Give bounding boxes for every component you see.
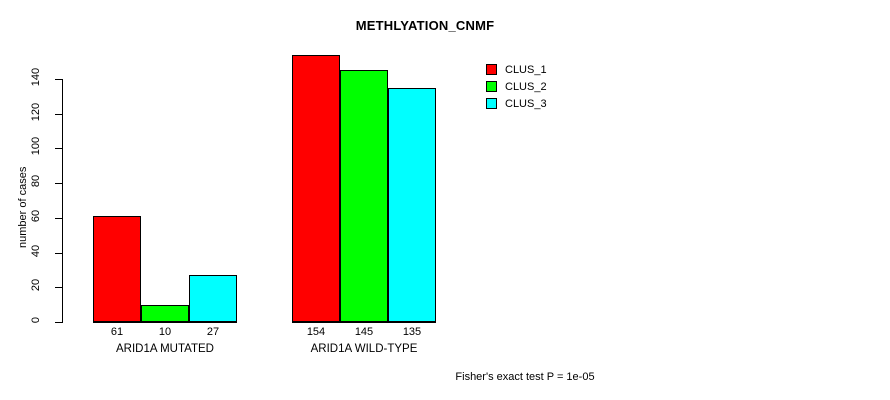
y-axis-tick [55, 113, 62, 115]
legend-item: CLUS_3 [486, 96, 547, 111]
bar [388, 87, 436, 322]
y-axis-label: number of cases [17, 166, 29, 248]
bar [93, 216, 141, 322]
legend-label-clus-2: CLUS_2 [505, 80, 547, 93]
legend-item: CLUS_2 [486, 79, 547, 94]
bar [141, 304, 189, 322]
legend-swatch-clus-3 [486, 98, 497, 109]
legend-label-clus-3: CLUS_3 [505, 97, 547, 110]
y-axis-tick [55, 79, 62, 80]
bar-value-label: 27 [206, 326, 220, 338]
y-axis-tick-label: 120 [30, 102, 42, 121]
category-baseline [292, 322, 436, 323]
y-axis-tick [55, 287, 62, 289]
statistical-test-annotation: Fisher's exact test P = 1e-05 [455, 371, 595, 383]
legend-swatch-clus-1 [486, 64, 497, 75]
y-axis-tick [55, 217, 62, 219]
legend-label-clus-1: CLUS_1 [505, 63, 547, 76]
y-axis-tick-label: 0 [30, 316, 42, 324]
y-axis-tick-label: 20 [30, 279, 42, 292]
bar-value-label: 10 [158, 326, 172, 338]
legend-swatch-clus-2 [486, 81, 497, 92]
y-axis-tick-label: 40 [30, 244, 42, 257]
y-axis-tick [55, 148, 62, 150]
bar [292, 54, 340, 322]
y-axis-tick [55, 322, 62, 323]
bar-value-label: 135 [402, 326, 422, 338]
category-label: ARID1A WILD-TYPE [310, 343, 418, 355]
chart-title: METHLYATION_CNMF [355, 18, 495, 33]
y-axis-tick-label: 80 [30, 175, 42, 188]
legend-item: CLUS_1 [486, 62, 547, 77]
y-axis-line [62, 79, 63, 323]
bar [189, 275, 237, 322]
y-axis-tick-label: 60 [30, 209, 42, 222]
y-axis-tick-label: 100 [30, 137, 42, 156]
bar [340, 70, 388, 322]
y-axis-tick-label: 140 [30, 67, 42, 87]
legend: CLUS_1 CLUS_2 CLUS_3 [486, 62, 547, 113]
bar-value-label: 145 [354, 326, 374, 338]
y-axis-tick [55, 252, 62, 254]
bar-value-label: 61 [110, 326, 124, 338]
category-baseline [93, 322, 237, 323]
category-label: ARID1A MUTATED [116, 343, 214, 355]
y-axis-tick [55, 183, 62, 185]
bar-value-label: 154 [306, 326, 326, 338]
